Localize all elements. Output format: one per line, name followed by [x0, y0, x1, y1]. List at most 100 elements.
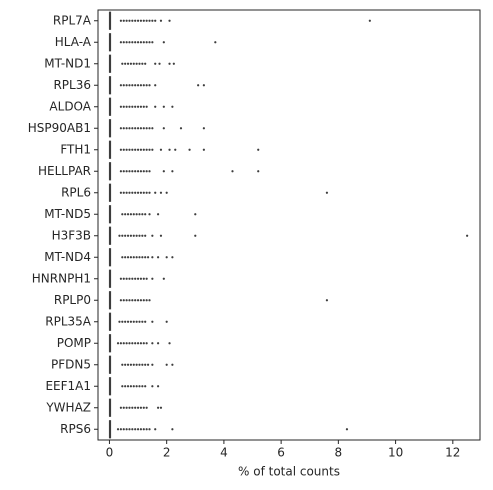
outlier [125, 191, 128, 194]
outlier [168, 62, 171, 65]
outlier [145, 19, 148, 22]
outlier [156, 213, 160, 216]
outlier [148, 41, 151, 44]
outlier [132, 256, 135, 259]
outlier [125, 406, 128, 409]
outlier [165, 363, 168, 366]
outlier [151, 385, 154, 388]
outlier [171, 105, 174, 108]
outlier [132, 363, 135, 366]
outlier [156, 385, 160, 388]
outlier [257, 148, 260, 151]
outlier [125, 41, 128, 44]
outlier [174, 148, 177, 151]
outlier [154, 428, 157, 431]
outlier [162, 277, 165, 280]
outlier [134, 299, 137, 302]
outlier [148, 19, 151, 22]
y-tick-label: HELLPAR [38, 164, 91, 178]
outlier [142, 19, 145, 22]
outlier [159, 19, 163, 22]
outlier [125, 127, 128, 130]
outlier [126, 62, 130, 65]
outlier [151, 127, 154, 130]
outlier [194, 234, 197, 237]
y-tick-label: RPL6 [61, 185, 91, 199]
outlier [194, 213, 197, 216]
outlier [135, 363, 138, 366]
outlier [151, 320, 154, 323]
outlier [125, 19, 128, 22]
outlier [131, 342, 134, 345]
outlier [132, 234, 135, 237]
outlier [139, 277, 143, 280]
outlier [121, 234, 124, 237]
outlier [144, 62, 147, 65]
outlier [122, 127, 125, 130]
outlier [131, 19, 134, 22]
outlier [124, 363, 127, 366]
outlier [119, 105, 122, 108]
y-tick-label: RPS6 [60, 422, 91, 436]
outlier [142, 127, 145, 130]
outlier [144, 213, 147, 216]
outlier [134, 342, 137, 345]
outlier [138, 62, 141, 65]
outlier [171, 428, 174, 431]
outlier [145, 41, 148, 44]
outlier [128, 342, 131, 345]
outlier [141, 363, 144, 366]
outlier [135, 320, 138, 323]
outlier [145, 277, 148, 280]
outlier [126, 256, 130, 259]
outlier [122, 19, 125, 22]
outlier [145, 428, 148, 431]
outlier [122, 170, 125, 173]
y-tick-label: HNRNPH1 [32, 271, 91, 285]
outlier [139, 84, 143, 87]
outlier [138, 320, 141, 323]
outlier [121, 320, 124, 323]
outlier [145, 127, 148, 130]
outlier [129, 320, 133, 323]
outlier [145, 105, 148, 108]
outlier [141, 256, 144, 259]
outlier [125, 277, 128, 280]
outlier [119, 41, 122, 44]
outlier [125, 148, 128, 151]
outlier [131, 277, 134, 280]
outlier [144, 363, 147, 366]
outlier [119, 428, 122, 431]
outlier [162, 41, 165, 44]
outlier [122, 406, 125, 409]
y-tick-label: RPLP0 [54, 293, 91, 307]
outlier [197, 84, 200, 87]
outlier [154, 84, 157, 87]
outlier [151, 277, 154, 280]
outlier [121, 213, 124, 216]
outlier [148, 299, 151, 302]
outlier [139, 342, 143, 345]
outlier [129, 62, 133, 65]
outlier [154, 191, 157, 194]
outlier [128, 84, 131, 87]
y-tick-label: RPL7A [53, 13, 92, 27]
x-tick-label: 12 [445, 446, 460, 460]
outlier [144, 385, 147, 388]
plot-frame [97, 9, 481, 441]
outlier [159, 406, 163, 409]
outlier [134, 428, 137, 431]
outlier [139, 170, 143, 173]
outlier [129, 385, 133, 388]
outlier [131, 170, 134, 173]
outlier [116, 342, 120, 345]
outlier [136, 148, 140, 151]
outlier [139, 41, 143, 44]
outlier [148, 84, 151, 87]
x-tick-label: 8 [335, 446, 343, 460]
outlier [121, 363, 124, 366]
outlier [122, 277, 125, 280]
outlier [141, 385, 144, 388]
outlier [154, 105, 157, 108]
outlier [136, 277, 140, 280]
